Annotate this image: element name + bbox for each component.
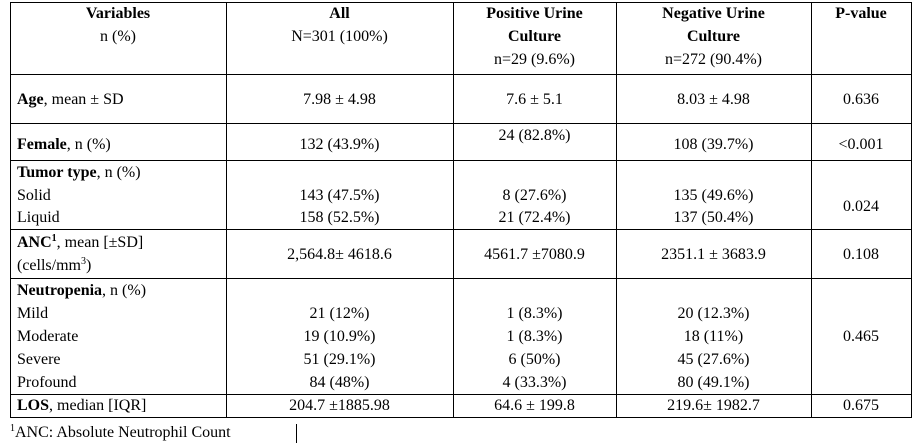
header-variables-title: Variables — [85, 5, 151, 22]
anc-positive: 4561.7 ±7080.9 — [484, 246, 585, 263]
los-negative: 219.6± 1982.7 — [667, 397, 760, 414]
anc-unit: (cells/mm3) — [17, 256, 91, 276]
female-all: 132 (43.9%) — [299, 136, 380, 153]
female-pvalue: <0.001 — [838, 136, 884, 153]
neutropenia-sub-positive: 6 (50%) — [508, 351, 561, 368]
los-pvalue: 0.675 — [843, 397, 879, 414]
anc-pvalue: 0.108 — [843, 246, 879, 263]
label-rest: , n (%) — [66, 136, 111, 153]
los-positive: 64.6 ± 199.8 — [494, 397, 575, 414]
label-rest: , mean [±SD] — [56, 234, 144, 251]
label-bold: Female — [17, 136, 67, 153]
label-rest: , mean ± SD — [43, 91, 124, 108]
los-all: 204.7 ±1885.98 — [289, 397, 390, 414]
col-divider — [911, 2, 912, 418]
neutropenia-sub-label: Moderate — [17, 328, 79, 345]
row-label-age: Age, mean ± SD — [17, 90, 124, 110]
row-divider — [10, 123, 911, 124]
female-negative: 108 (39.7%) — [673, 136, 754, 153]
neutropenia-sub-all: 84 (48%) — [309, 374, 370, 391]
neutropenia-sub-negative: 20 (12.3%) — [677, 305, 750, 322]
footnote-text: ANC: Absolute Neutrophil Count — [15, 424, 231, 441]
row-divider — [10, 229, 911, 230]
neutropenia-sub-positive: 4 (33.3%) — [502, 374, 567, 391]
label-rest: , median [IQR] — [49, 397, 147, 414]
label-rest: , n (%) — [102, 282, 147, 299]
tumor-sub-positive: 21 (72.4%) — [498, 209, 571, 226]
age-pvalue: 0.636 — [843, 91, 879, 108]
unit-post: ) — [85, 257, 92, 274]
row-label-tumor-type: Tumor type, n (%) — [17, 163, 141, 183]
age-all: 7.98 ± 4.98 — [303, 91, 376, 108]
unit-pre: (cells/mm — [17, 257, 81, 274]
unit-sup: 3 — [80, 256, 86, 267]
table-border-bottom — [10, 417, 911, 418]
row-label-anc: ANC1, mean [±SD] — [17, 233, 143, 253]
header-pvalue-title: P-value — [835, 5, 887, 22]
female-positive: 24 (82.8%) — [498, 127, 571, 144]
label-bold: LOS — [17, 397, 50, 414]
neutropenia-sub-negative: 45 (27.6%) — [677, 351, 750, 368]
neutropenia-sub-all: 51 (29.1%) — [303, 351, 376, 368]
table-border-top — [10, 2, 911, 3]
tumor-sub-all: 158 (52.5%) — [299, 209, 380, 226]
header-negative-title: Negative Urine — [662, 5, 765, 22]
neutropenia-sub-label: Mild — [17, 305, 49, 322]
header-positive-sub: n=29 (9.6%) — [493, 51, 575, 68]
neutropenia-pvalue: 0.465 — [843, 328, 879, 345]
header-negative-title-line2: Culture — [686, 28, 741, 45]
footnote-marker: 1 — [51, 233, 57, 244]
label-bold: Neutropenia — [17, 282, 103, 299]
col-divider — [616, 2, 617, 418]
row-label-neutropenia: Neutropenia, n (%) — [17, 281, 146, 301]
neutropenia-sub-label: Profound — [17, 374, 77, 391]
neutropenia-sub-negative: 18 (11%) — [683, 328, 744, 345]
neutropenia-sub-all: 19 (10.9%) — [303, 328, 376, 345]
tumor-sub-negative: 135 (49.6%) — [673, 187, 754, 204]
row-divider — [10, 278, 911, 279]
label-rest: , n (%) — [96, 164, 141, 181]
label-bold: Tumor type — [17, 164, 97, 181]
row-label-los: LOS, median [IQR] — [17, 396, 146, 416]
neutropenia-sub-label: Severe — [17, 351, 61, 368]
tumor-sub-label: Liquid — [17, 209, 60, 226]
col-divider — [226, 2, 227, 418]
header-negative-sub: n=272 (90.4%) — [664, 51, 762, 68]
row-divider — [10, 160, 911, 161]
header-variables-sub: n (%) — [100, 28, 136, 45]
tumor-pvalue: 0.024 — [843, 198, 879, 215]
neutropenia-sub-negative: 80 (49.1%) — [677, 374, 750, 391]
anc-negative: 2351.1 ± 3683.9 — [661, 246, 766, 263]
tumor-sub-label: Solid — [17, 187, 51, 204]
header-all-title: All — [329, 5, 350, 22]
header-positive-title: Positive Urine — [486, 5, 583, 22]
label-bold: Age — [17, 91, 44, 108]
text-cursor — [296, 424, 297, 443]
label-bold: ANC — [17, 234, 52, 251]
col-divider — [10, 2, 11, 418]
col-divider — [453, 2, 454, 418]
age-positive: 7.6 ± 5.1 — [506, 91, 563, 108]
age-negative: 8.03 ± 4.98 — [677, 91, 750, 108]
tumor-sub-positive: 8 (27.6%) — [502, 187, 567, 204]
row-label-female: Female, n (%) — [17, 135, 111, 155]
neutropenia-sub-positive: 1 (8.3%) — [506, 305, 563, 322]
col-divider — [811, 2, 812, 418]
header-positive-title-line2: Culture — [507, 28, 562, 45]
header-all-sub: N=301 (100%) — [291, 28, 388, 45]
footnote-marker: 1 — [10, 423, 15, 434]
row-divider — [10, 74, 911, 75]
neutropenia-sub-positive: 1 (8.3%) — [506, 328, 563, 345]
anc-all: 2,564.8± 4618.6 — [287, 246, 392, 263]
footnote: 1ANC: Absolute Neutrophil Count — [10, 423, 231, 443]
neutropenia-sub-all: 21 (12%) — [309, 305, 370, 322]
tumor-sub-all: 143 (47.5%) — [299, 187, 380, 204]
row-divider — [10, 394, 911, 395]
tumor-sub-negative: 137 (50.4%) — [673, 209, 754, 226]
